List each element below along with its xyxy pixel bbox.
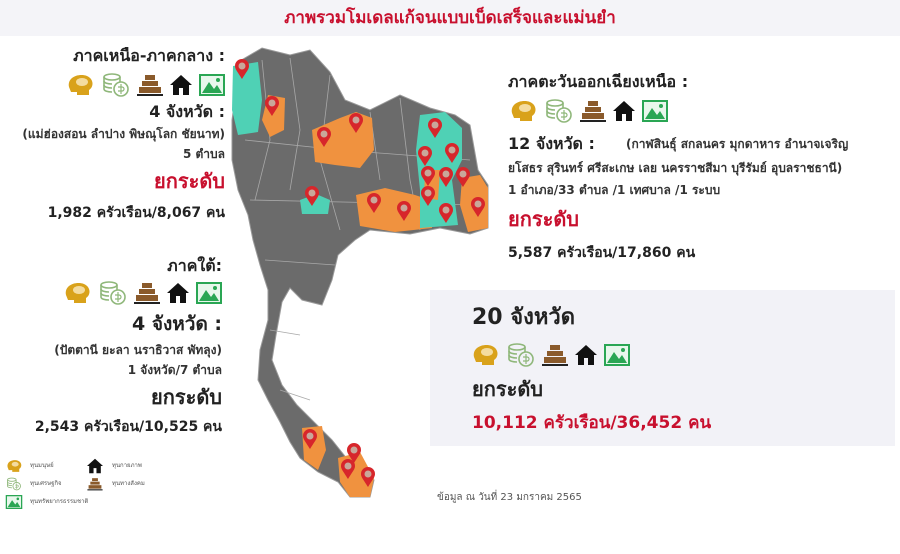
human-capital-icon [508,99,538,123]
house-icon [84,458,106,474]
household-stats: 2,543 ครัวเรือน/10,525 คน [34,419,222,435]
household-stats: 5,587 ครัวเรือน/17,860 คน [508,245,696,261]
region-title: ภาคตะวันออกเฉียงเหนือ : [508,72,689,91]
capital-icons [65,70,225,100]
household-stats: 1,982 ครัวเรือน/8,067 คน [47,205,225,221]
social-capital-icon [137,73,163,97]
legend-label: ทุนทรัพยากรธรรมชาติ [30,498,89,505]
natural-capital-icon [196,282,222,304]
province-count: 4 จังหวัด : [132,313,222,335]
province-count: 12 จังหวัด : [508,134,595,153]
natural-capital-icon [604,344,630,366]
legend-label: ทุนกายภาพ [112,462,142,469]
human-capital-icon [4,459,24,473]
area-count: 5 ตำบล [182,147,225,161]
legend-label: ทุนทางสังคม [112,480,145,487]
highlighted-provinces [232,62,488,497]
human-capital-icon [470,343,500,367]
level-label: ยกระดับ [151,385,222,409]
province-count: 4 จังหวัด : [149,102,225,121]
capital-icons [508,96,668,126]
human-capital-icon [62,281,92,305]
north-central-section: ภาคเหนือ-ภาคกลาง : 4 จังหวัด : (แม่ฮ่องส… [0,46,225,226]
legend: ทุนมนุษย์ ทุนกายภาพ ทุนเศรษฐกิจ ทุนทางสั… [4,458,204,512]
page-title: ภาพรวมโมเดลแก้จนแบบเบ็ดเสร็จและแม่นยำ [284,8,616,28]
region-title: ภาคใต้: [167,256,222,275]
province-list: (แม่ฮ่องสอน ลำปาง พิษณุโลก ชัยนาท) [22,127,225,141]
area-count: 1 จังหวัด/7 ตำบล [127,363,222,377]
legend-label: ทุนมนุษย์ [30,462,54,469]
level-label: ยกระดับ [154,169,225,193]
total-household-stats: 10,112 ครัวเรือน/36,452 คน [472,413,712,433]
northeast-section: ภาคตะวันออกเฉียงเหนือ : 12 จังหวัด : (กา… [508,72,898,272]
level-label: ยกระดับ [508,207,579,231]
economic-capital-icon [506,342,536,368]
total-provinces: 20 จังหวัด [472,305,576,330]
social-capital-icon [84,477,106,491]
header-band [0,0,900,36]
legend-label: ทุนเศรษฐกิจ [30,480,62,487]
data-date-note: ข้อมูล ณ วันที่ 23 มกราคม 2565 [437,492,582,503]
social-capital-icon [542,343,568,367]
level-label: ยกระดับ [472,377,543,401]
house-icon [574,344,598,366]
economic-capital-icon [101,72,131,98]
summary-box: 20 จังหวัด ยกระดับ 10,112 ครัวเรือน/36,4… [430,290,895,446]
capital-icons [62,278,222,308]
natural-capital-icon [199,74,225,96]
social-capital-icon [580,99,606,123]
economic-capital-icon [544,98,574,124]
economic-capital-icon [98,280,128,306]
house-icon [612,100,636,122]
natural-capital-icon [4,495,24,509]
region-title: ภาคเหนือ-ภาคกลาง : [73,46,225,65]
house-icon [166,282,190,304]
province-list-continued: ยโสธร สุรินทร์ ศรีสะเกษ เลย นครราชสีมา บ… [508,161,843,175]
province-teal [232,62,262,135]
province-list: (ปัตตานี ยะลา นราธิวาส พัทลุง) [54,343,222,357]
human-capital-icon [65,73,95,97]
house-icon [169,74,193,96]
province-list: (กาฬสินธุ์ สกลนคร มุกดาหาร อำนาจเจริญ [626,137,849,151]
natural-capital-icon [642,100,668,122]
social-capital-icon [134,281,160,305]
area-count: 1 อำเภอ/33 ตำบล /1 เทศบาล /1 ระบบ [508,183,721,197]
capital-icons [470,340,630,370]
south-section: ภาคใต้: 4 จังหวัด : (ปัตตานี ยะลา นราธิว… [0,256,222,440]
economic-capital-icon [4,477,24,491]
